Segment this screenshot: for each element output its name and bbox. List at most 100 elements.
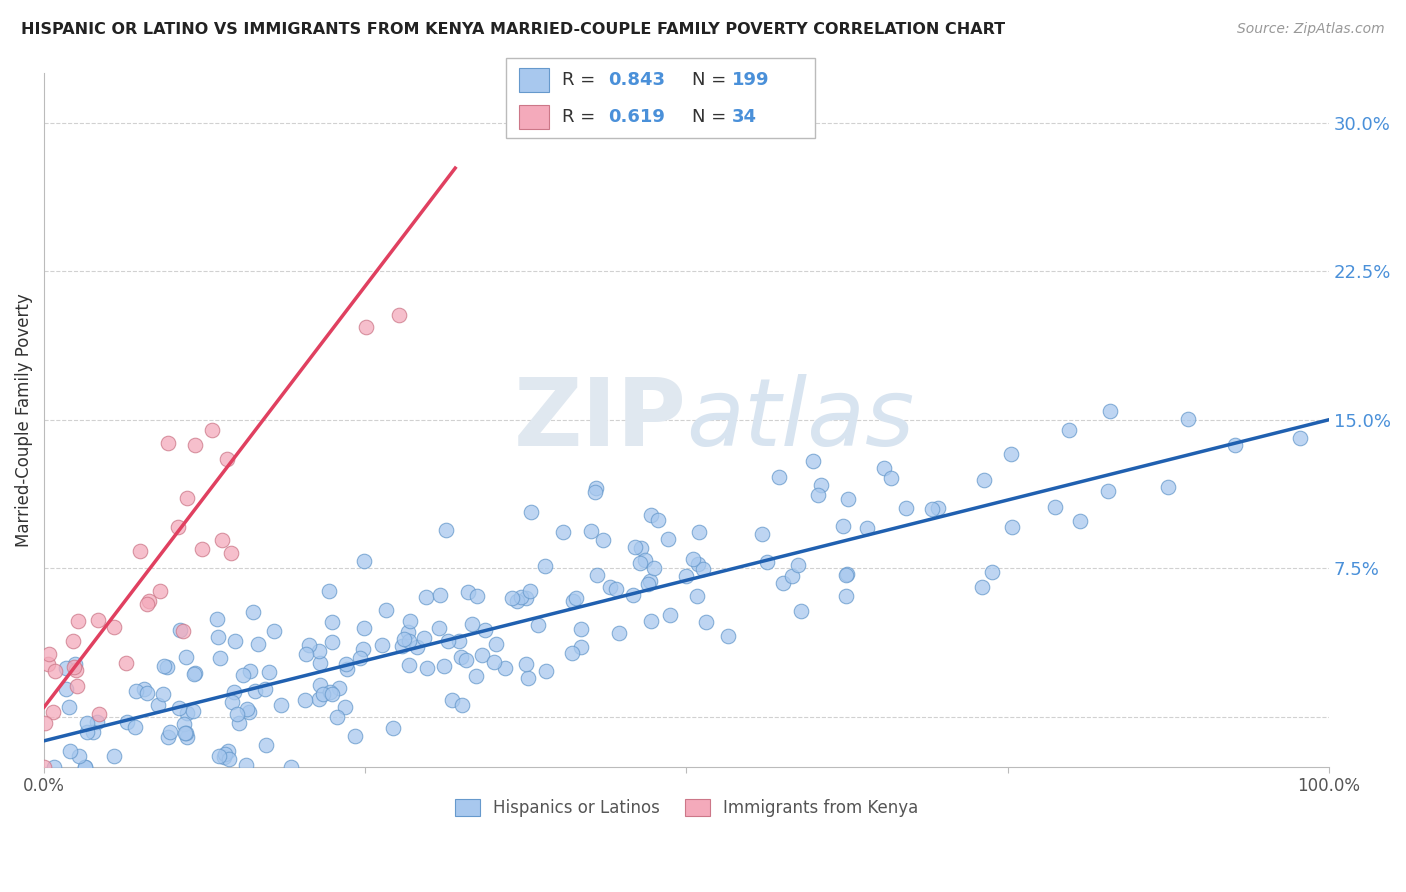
Point <box>396 625 419 640</box>
Point <box>132 682 155 697</box>
Point <box>169 623 191 637</box>
Point <box>44 664 66 678</box>
Point <box>247 637 270 651</box>
Point <box>34 716 56 731</box>
Point <box>136 686 159 700</box>
Point <box>630 541 652 555</box>
Point <box>569 640 592 654</box>
Point <box>561 646 583 660</box>
Point <box>174 726 197 740</box>
Point <box>374 603 396 617</box>
Point <box>398 633 420 648</box>
Point <box>176 730 198 744</box>
Point <box>209 651 232 665</box>
Point <box>562 76 585 90</box>
Point <box>1223 438 1246 452</box>
Point <box>32 759 55 773</box>
Point <box>205 612 228 626</box>
Point <box>176 491 198 505</box>
Point <box>553 525 575 540</box>
Point <box>894 500 917 515</box>
Point <box>298 638 321 652</box>
Point <box>318 685 340 699</box>
FancyBboxPatch shape <box>506 58 815 138</box>
Point <box>115 714 138 729</box>
Point <box>115 657 138 671</box>
Point <box>643 561 665 575</box>
Point <box>173 717 195 731</box>
Point <box>394 632 416 647</box>
Point <box>638 574 661 588</box>
Point <box>647 513 669 527</box>
Point <box>156 660 179 674</box>
Point <box>751 527 773 541</box>
Point <box>599 580 621 594</box>
Point <box>176 649 198 664</box>
Point <box>328 681 350 695</box>
Point <box>174 725 197 739</box>
Point <box>62 660 84 674</box>
Point <box>482 655 505 669</box>
Point <box>585 76 607 90</box>
FancyBboxPatch shape <box>519 104 550 128</box>
Point <box>254 739 277 753</box>
Legend: Hispanics or Latinos, Immigrants from Kenya: Hispanics or Latinos, Immigrants from Ke… <box>449 793 925 824</box>
Point <box>506 594 529 608</box>
Point <box>183 438 205 452</box>
Point <box>263 624 285 639</box>
Point <box>675 76 697 90</box>
Point <box>207 630 229 644</box>
Point <box>222 685 245 699</box>
Point <box>581 524 603 539</box>
Point <box>238 705 260 719</box>
Point <box>831 519 853 533</box>
Point <box>215 452 238 467</box>
Point <box>221 695 243 709</box>
Point <box>214 747 236 762</box>
Point <box>65 663 87 677</box>
Point <box>353 621 375 635</box>
Point <box>509 591 531 605</box>
Point <box>181 704 204 718</box>
Point <box>640 508 662 522</box>
Point <box>239 664 262 678</box>
Point <box>807 488 830 502</box>
Point <box>501 591 523 606</box>
Point <box>586 568 609 582</box>
Text: ZIP: ZIP <box>513 374 686 466</box>
Point <box>834 568 856 582</box>
Point <box>42 705 65 719</box>
Point <box>921 502 943 516</box>
Point <box>55 681 77 696</box>
Point <box>412 631 434 645</box>
Point <box>789 603 811 617</box>
Point <box>55 661 77 675</box>
Point <box>768 469 790 483</box>
Point <box>405 640 427 654</box>
Point <box>441 693 464 707</box>
Point <box>688 524 710 539</box>
Point <box>326 709 349 723</box>
Point <box>82 724 104 739</box>
Point <box>63 657 86 672</box>
Point <box>371 638 394 652</box>
Point <box>183 666 205 681</box>
Point <box>398 658 420 673</box>
Point <box>191 542 214 557</box>
Point <box>519 583 541 598</box>
Point <box>65 679 87 693</box>
Text: Source: ZipAtlas.com: Source: ZipAtlas.com <box>1237 22 1385 37</box>
Point <box>1069 514 1091 528</box>
Point <box>156 436 179 450</box>
Point <box>856 521 879 535</box>
Point <box>173 624 195 638</box>
Point <box>224 634 246 648</box>
Point <box>211 533 233 548</box>
Point <box>1057 423 1080 437</box>
Point <box>464 668 486 682</box>
Point <box>1177 412 1199 426</box>
Point <box>75 759 97 773</box>
Point <box>801 454 824 468</box>
Point <box>981 565 1004 579</box>
Point <box>308 692 330 706</box>
